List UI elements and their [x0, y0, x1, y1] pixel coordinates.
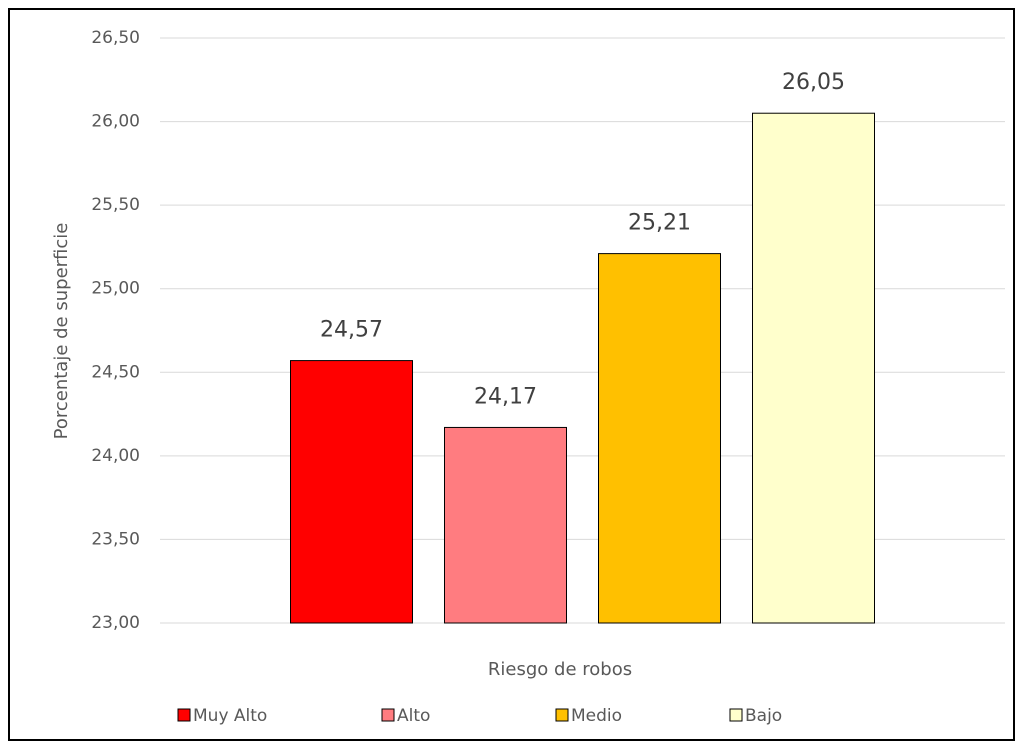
x-axis-label: Riesgo de robos [488, 659, 632, 680]
y-tick-label: 23,50 [91, 529, 140, 549]
y-tick-label: 26,50 [91, 28, 140, 48]
legend-swatch [177, 708, 191, 722]
legend-label: Alto [397, 706, 430, 726]
legend-swatch [555, 708, 569, 722]
legend-swatch [381, 708, 395, 722]
legend-label: Bajo [745, 706, 782, 726]
y-tick-label: 24,50 [91, 362, 140, 382]
data-label: 24,57 [320, 318, 383, 343]
bar [290, 360, 413, 624]
y-axis-label: Porcentaje de superficie [51, 223, 72, 440]
data-label: 25,21 [628, 211, 691, 236]
y-tick-label: 24,00 [91, 446, 140, 466]
bar [598, 253, 721, 624]
legend-swatch [729, 708, 743, 722]
y-tick-label: 25,50 [91, 195, 140, 215]
bar [444, 426, 567, 624]
y-tick-label: 26,00 [91, 112, 140, 132]
data-label: 24,17 [474, 384, 537, 409]
bar [752, 112, 875, 624]
legend-label: Medio [571, 706, 622, 726]
y-tick-label: 23,00 [91, 613, 140, 633]
y-tick-label: 25,00 [91, 279, 140, 299]
legend-label: Muy Alto [193, 706, 267, 726]
data-label: 26,05 [782, 70, 845, 95]
